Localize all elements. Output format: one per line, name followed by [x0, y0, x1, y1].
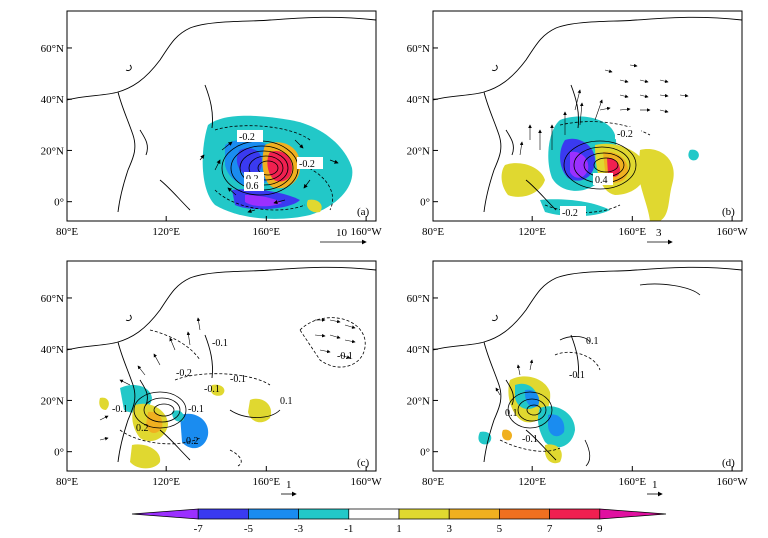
x-tick-label: 80°E — [56, 226, 78, 238]
panel-c-contour-label: -0.1 — [188, 404, 204, 415]
x-tick-label: 160°W — [350, 226, 382, 238]
panel-a-contour-label: -0.2 — [299, 159, 315, 170]
panel-b-contour-label: -0.2 — [562, 208, 578, 219]
x-tick-label: 160°W — [350, 476, 382, 488]
panel-d-reference-value: 1 — [652, 479, 658, 491]
x-tick-label: 120°E — [152, 476, 180, 488]
colorbar-tick-label: 5 — [497, 523, 503, 535]
colorbar-segment — [599, 508, 667, 520]
panel-c-field — [67, 266, 376, 469]
panel-d-field — [433, 266, 742, 467]
panel-c-label: (c) — [357, 457, 370, 469]
y-tick-label: 20°N — [41, 395, 64, 407]
panel-c-contour-label: -0.1 — [230, 374, 246, 385]
panel-a-field — [67, 16, 376, 219]
y-tick-label: 40°N — [41, 94, 64, 106]
panel-b-contour-labels: -0.2 -0.2 0.4 — [560, 127, 641, 219]
y-tick-label: 40°N — [407, 344, 430, 356]
panel-d-contour-label: 0.1 — [586, 336, 599, 347]
panel-c-contour-label: 0.2 — [136, 423, 149, 434]
x-tick-label: 120°E — [518, 476, 546, 488]
panel-a-reference-value: 10 — [336, 227, 348, 239]
x-tick-label: 80°E — [422, 226, 444, 238]
panel-c: -0.1 -0.2 -0.1 -0.1 -0.1 -0.1 0.1 -0.1 0… — [66, 260, 377, 497]
x-tick-label: 160°E — [618, 226, 646, 238]
panel-d-contour-labels: 0.1 -0.1 0.1 -0.1 — [505, 336, 599, 445]
x-tick-label: 160°W — [716, 226, 748, 238]
y-tick-label: 40°N — [407, 94, 430, 106]
panel-b-label: (b) — [722, 206, 735, 218]
y-tick-label: 60°N — [407, 43, 430, 55]
colorbar-segment — [131, 508, 199, 520]
y-tick-label: 0° — [420, 447, 430, 459]
colorbar-segment — [348, 508, 400, 520]
x-tick-label: 120°E — [518, 226, 546, 238]
x-tick-label: 80°E — [56, 476, 78, 488]
x-tick-label: 160°W — [716, 476, 748, 488]
panel-a-contour-labels: -0.2 -0.2 0.2 0.6 — [237, 130, 323, 192]
y-tick-label: 20°N — [41, 145, 64, 157]
panel-c-contour-label: -0.2 — [176, 368, 192, 379]
colorbar-tick-label: 3 — [446, 523, 452, 535]
panel-c-contour-label: -0.1 — [204, 384, 220, 395]
colorbar-tick-label: -3 — [294, 523, 304, 535]
colorbar-tick-label: 7 — [547, 523, 553, 535]
colorbar-segment — [549, 508, 601, 520]
colorbar-segment — [398, 508, 450, 520]
panel-d-contour-label: -0.1 — [522, 434, 538, 445]
axes: 80°E 120°E 160°E 160°W60°N40°N20°N0°80°E 120… — [41, 43, 749, 488]
y-tick-label: 0° — [54, 447, 64, 459]
colorbar-segment — [248, 508, 299, 520]
y-tick-label: 20°N — [407, 145, 430, 157]
colorbar: -7 -5 -3 -1 1 3 5 7 9 — [131, 508, 667, 535]
panel-d-contour-label: 0.1 — [505, 408, 518, 419]
x-tick-label: 160°E — [252, 226, 280, 238]
x-tick-label: 160°E — [618, 476, 646, 488]
panel-c-contour-label: -0.1 — [212, 338, 228, 349]
colorbar-tick-label: 1 — [396, 523, 402, 535]
y-tick-label: 60°N — [41, 43, 64, 55]
panel-a: -0.2 -0.2 0.2 0.6 (a) 10 — [66, 10, 377, 245]
y-tick-label: 60°N — [41, 293, 64, 305]
colorbar-segment — [448, 508, 500, 520]
panel-a-label: (a) — [357, 206, 370, 218]
panel-c-contour-label: -0.1 — [337, 351, 353, 362]
panel-a-contour-label: -0.2 — [239, 132, 255, 143]
colorbar-tick-label: -5 — [244, 523, 254, 535]
panel-b-field — [433, 16, 742, 221]
panel-a-contour-label: 0.6 — [246, 181, 259, 192]
colorbar-tick-label: -7 — [194, 523, 204, 535]
colorbar-tick-label: -1 — [344, 523, 353, 535]
colorbar-segment — [499, 508, 550, 520]
y-tick-label: 20°N — [407, 395, 430, 407]
panel-b-reference-value: 3 — [656, 227, 662, 239]
x-tick-label: 160°E — [252, 476, 280, 488]
panel-d-contour-label: -0.1 — [569, 370, 585, 381]
panel-c-contour-label: 0.1 — [280, 396, 293, 407]
y-tick-label: 40°N — [41, 344, 64, 356]
y-tick-label: 0° — [54, 197, 64, 209]
panel-b: -0.2 -0.2 0.4 (b) 3 — [432, 10, 743, 245]
x-tick-label: 80°E — [422, 476, 444, 488]
panel-c-contour-label: -0.1 — [112, 404, 128, 415]
colorbar-tick-label: 9 — [597, 523, 603, 535]
panel-c-contour-label: 0.2 — [186, 436, 199, 447]
panel-b-contour-label: -0.2 — [617, 129, 633, 140]
panel-d-label: (d) — [722, 457, 735, 469]
panel-d: 0.1 -0.1 0.1 -0.1 (d) 1 — [432, 260, 743, 497]
x-tick-label: 120°E — [152, 226, 180, 238]
panel-c-reference-value: 1 — [286, 479, 292, 491]
y-tick-label: 0° — [420, 197, 430, 209]
colorbar-segment — [298, 508, 350, 520]
panel-b-contour-label: 0.4 — [595, 175, 608, 186]
panel-c-contour-labels: -0.1 -0.2 -0.1 -0.1 -0.1 -0.1 0.1 -0.1 0… — [112, 338, 353, 447]
y-tick-label: 60°N — [407, 293, 430, 305]
colorbar-segment — [197, 508, 249, 520]
